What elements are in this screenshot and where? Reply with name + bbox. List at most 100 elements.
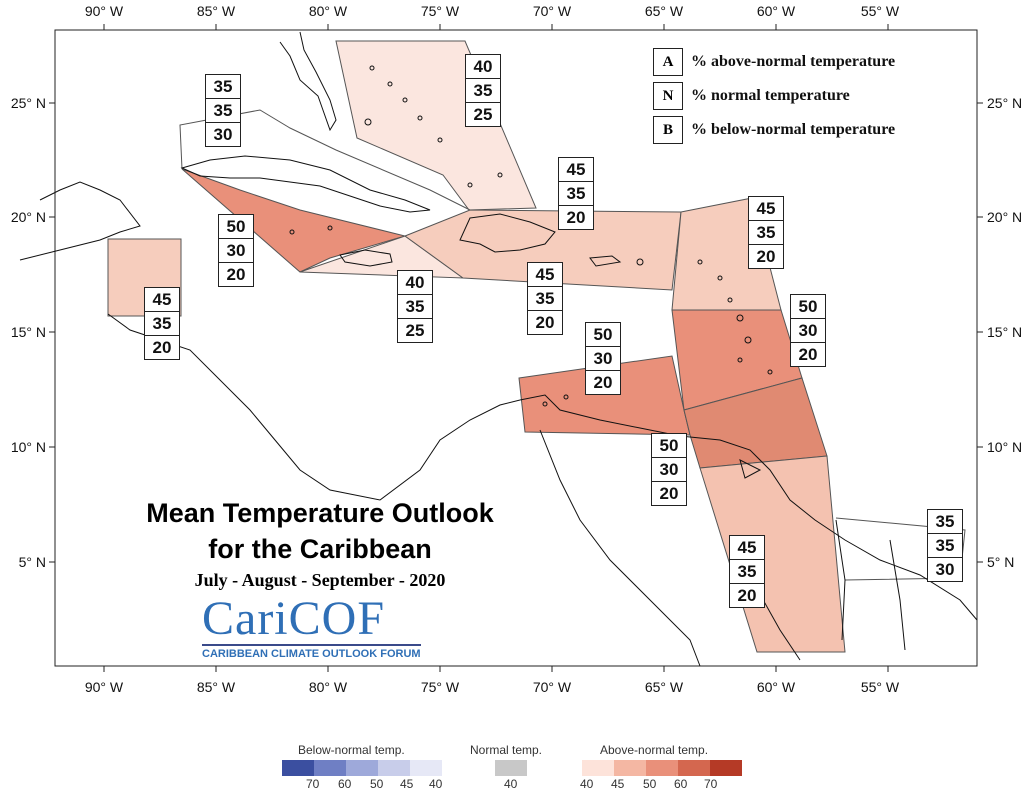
colorbar-tick: 70: [306, 777, 320, 791]
colorbar-tick: 45: [611, 777, 625, 791]
prob-below: 20: [226, 265, 246, 284]
prob-above: 35: [206, 75, 240, 99]
prob-above: 50: [219, 215, 253, 239]
legend-normal: N % normal temperature: [653, 82, 850, 110]
region-cuba-outline: [179, 109, 471, 211]
map-title-line2: for the Caribbean: [208, 534, 432, 564]
prob-below: 20: [798, 345, 818, 364]
prob-normal: 35: [559, 182, 593, 206]
prob-normal: 35: [730, 560, 764, 584]
caricof-logo-subtitle: CARIBBEAN CLIMATE OUTLOOK FORUM: [202, 644, 421, 660]
colorbar-tick: 60: [338, 777, 352, 791]
caricof-logo-name: CariCOF: [202, 592, 386, 645]
x-axis-bottom: 90° W 85° W 80° W 75° W 70° W 65° W 60° …: [85, 679, 900, 695]
y-tick-right: 25° N: [987, 95, 1022, 111]
prob-below: 20: [593, 373, 613, 392]
colorbar-below-swatch: [346, 760, 378, 776]
colorbar-normal-swatch: [495, 760, 527, 776]
prob-normal: 30: [586, 347, 620, 371]
x-axis-top: 90° W 85° W 80° W 75° W 70° W 65° W 60° …: [85, 3, 900, 19]
y-tick-left: 25° N: [11, 95, 46, 111]
prob-above: 40: [466, 55, 500, 79]
x-tick-bottom: 90° W: [85, 679, 124, 695]
prob-box-hispaniola: 45 35 20: [558, 157, 594, 230]
x-tick-top: 85° W: [197, 3, 236, 19]
colorbar-below-swatch: [410, 760, 442, 776]
colorbar-tick: 60: [674, 777, 688, 791]
x-tick-bottom: 70° W: [533, 679, 572, 695]
prob-below: 25: [473, 105, 493, 124]
prob-above: 45: [145, 288, 179, 312]
region-hispaniola-pr: [403, 209, 682, 291]
y-tick-right: 20° N: [987, 209, 1022, 225]
prob-below: 20: [737, 586, 757, 605]
colorbar-normal-title: Normal temp.: [470, 743, 543, 757]
legend-below: B % below-normal temperature: [653, 116, 895, 144]
prob-normal: 35: [398, 295, 432, 319]
prob-above: 45: [730, 536, 764, 560]
prob-normal: 35: [206, 99, 240, 123]
x-tick-top: 90° W: [85, 3, 124, 19]
prob-box-trinidad: 50 30 20: [651, 433, 687, 506]
prob-below: 25: [405, 321, 425, 340]
prob-box-belize: 45 35 20: [144, 287, 180, 360]
prob-box-bahamas: 40 35 25: [465, 54, 501, 127]
prob-above: 45: [749, 197, 783, 221]
prob-normal: 35: [466, 79, 500, 103]
colorbar-above-swatch: [582, 760, 614, 776]
prob-box-abc-islands: 50 30 20: [585, 322, 621, 395]
prob-normal: 30: [219, 239, 253, 263]
colorbar-tick: 50: [643, 777, 657, 791]
colorbar-above-swatch: [614, 760, 646, 776]
prob-box-windward: 50 30 20: [790, 294, 826, 367]
prob-below: 20: [659, 484, 679, 503]
colorbar-tick: 45: [400, 777, 414, 791]
y-axis-right: 25° N 20° N 15° N 10° N 5° N: [987, 95, 1022, 570]
prob-normal: 30: [652, 458, 686, 482]
y-axis-left: 25° N 20° N 15° N 10° N 5° N: [11, 95, 46, 570]
y-tick-right: 10° N: [987, 439, 1022, 455]
colorbar-below-swatch: [282, 760, 314, 776]
prob-above: 50: [586, 323, 620, 347]
x-tick-bottom: 80° W: [309, 679, 348, 695]
prob-above: 50: [652, 434, 686, 458]
prob-above: 35: [928, 510, 962, 534]
colorbar-tick: 40: [580, 777, 594, 791]
x-tick-top: 75° W: [421, 3, 460, 19]
x-tick-bottom: 60° W: [757, 679, 796, 695]
prob-normal: 35: [145, 312, 179, 336]
legend-key-n: N: [653, 82, 683, 110]
prob-above: 45: [559, 158, 593, 182]
colorbar-above-swatch: [710, 760, 742, 776]
prob-normal: 35: [928, 534, 962, 558]
colorbar-below-swatch: [314, 760, 346, 776]
colorbar-tick: 70: [704, 777, 718, 791]
prob-normal: 35: [749, 221, 783, 245]
y-tick-left: 15° N: [11, 324, 46, 340]
x-tick-bottom: 65° W: [645, 679, 684, 695]
prob-below: 20: [756, 247, 776, 266]
y-tick-left: 20° N: [11, 209, 46, 225]
x-tick-top: 65° W: [645, 3, 684, 19]
y-tick-left: 5° N: [19, 554, 46, 570]
prob-box-cayman: 50 30 20: [218, 214, 254, 287]
map-period: July - August - September - 2020: [194, 570, 446, 590]
legend-above: A % above-normal temperature: [653, 48, 895, 76]
axis-ticks: [49, 24, 983, 672]
x-tick-top: 55° W: [861, 3, 900, 19]
legend-text-a: % above-normal temperature: [691, 53, 896, 70]
y-tick-left: 10° N: [11, 439, 46, 455]
colorbar-tick: 40: [429, 777, 443, 791]
prob-normal: 30: [791, 319, 825, 343]
prob-normal: 35: [528, 287, 562, 311]
caricof-logo: CariCOF CARIBBEAN CLIMATE OUTLOOK FORUM: [202, 592, 421, 660]
prob-box-guyana: 45 35 20: [729, 535, 765, 608]
x-tick-bottom: 55° W: [861, 679, 900, 695]
prob-box-greater-antilles-east: 45 35 20: [527, 262, 563, 335]
prob-above: 40: [398, 271, 432, 295]
map-title-line1: Mean Temperature Outlook: [146, 498, 494, 528]
prob-box-jamaica: 40 35 25: [397, 270, 433, 343]
y-tick-right: 15° N: [987, 324, 1022, 340]
x-tick-bottom: 75° W: [421, 679, 460, 695]
prob-box-cuba-west: 35 35 30: [205, 74, 241, 147]
